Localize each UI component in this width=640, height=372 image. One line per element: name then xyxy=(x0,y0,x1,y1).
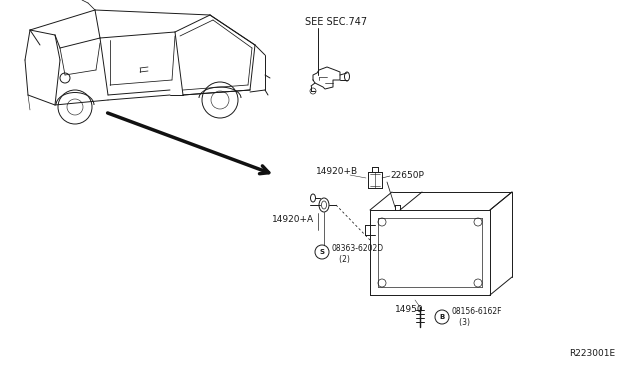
Text: 14920+B: 14920+B xyxy=(316,167,358,176)
Text: 22650P: 22650P xyxy=(390,171,424,180)
Text: 14920+A: 14920+A xyxy=(272,215,314,224)
Text: SEE SEC.747: SEE SEC.747 xyxy=(305,17,367,27)
Text: 14950: 14950 xyxy=(395,305,424,314)
Text: B: B xyxy=(440,314,445,320)
Text: R223001E: R223001E xyxy=(569,349,615,358)
Text: S: S xyxy=(319,249,324,255)
Text: 08363-6202D
   (2): 08363-6202D (2) xyxy=(332,244,384,264)
Text: 08156-6162F
   (3): 08156-6162F (3) xyxy=(452,307,502,327)
